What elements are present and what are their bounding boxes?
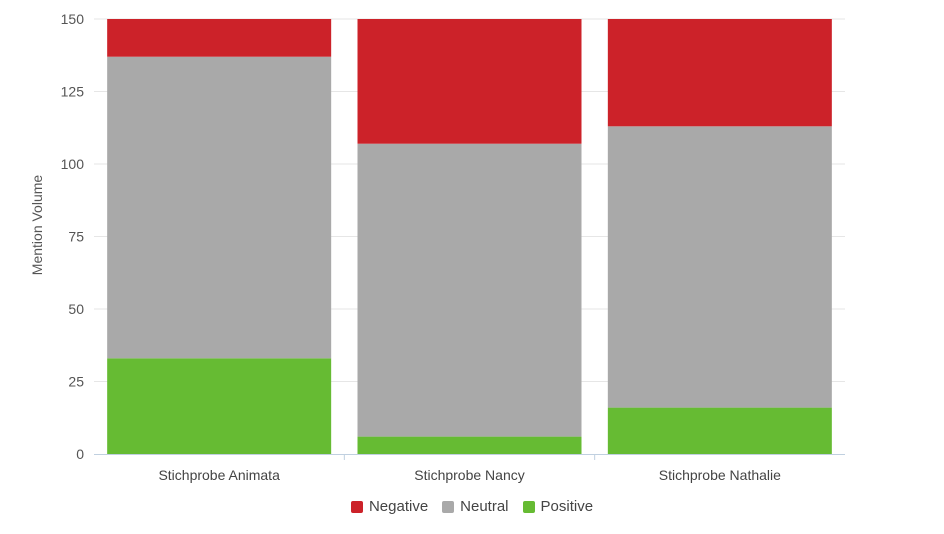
bar-neutral-3[interactable] bbox=[607, 126, 832, 408]
bar-negative-3[interactable] bbox=[607, 19, 832, 127]
x-tick-label: Stichprobe Animata bbox=[158, 467, 280, 483]
legend-item-neutral[interactable]: Neutral bbox=[442, 498, 509, 515]
legend-swatch bbox=[522, 500, 535, 513]
legend-label: Neutral bbox=[460, 498, 509, 515]
x-tick-label: Stichprobe Nancy bbox=[414, 467, 525, 483]
y-tick-label: 25 bbox=[68, 374, 84, 390]
bar-neutral-1[interactable] bbox=[107, 56, 332, 359]
bar-negative-1[interactable] bbox=[107, 19, 332, 57]
legend-swatch bbox=[350, 500, 363, 513]
legend-label: Positive bbox=[540, 498, 594, 515]
legend-label: Negative bbox=[368, 498, 429, 515]
bars bbox=[107, 19, 832, 454]
y-tick-label: 75 bbox=[68, 229, 84, 245]
y-tick-label: 0 bbox=[76, 446, 84, 462]
bar-positive-2[interactable] bbox=[357, 436, 582, 454]
y-tick-label: 100 bbox=[61, 156, 85, 172]
axes: 0 25 50 75 100 125 150 Stichprobe Animata Stichp… bbox=[61, 11, 845, 483]
y-axis-title: Mention Volume bbox=[29, 175, 45, 276]
legend-item-positive[interactable]: Positive bbox=[522, 498, 594, 515]
bar-negative-2[interactable] bbox=[357, 19, 582, 144]
legend-swatch bbox=[442, 500, 455, 513]
y-tick-label: 150 bbox=[61, 11, 85, 27]
bar-positive-3[interactable] bbox=[607, 407, 832, 454]
chart-legend: Negative Neutral Positive bbox=[0, 498, 944, 515]
bar-positive-1[interactable] bbox=[107, 358, 332, 454]
x-tick-label: Stichprobe Nathalie bbox=[659, 467, 781, 483]
bar-neutral-2[interactable] bbox=[357, 143, 582, 437]
y-tick-label: 125 bbox=[61, 84, 85, 100]
legend-item-negative[interactable]: Negative bbox=[350, 498, 429, 515]
y-tick-label: 50 bbox=[68, 301, 84, 317]
